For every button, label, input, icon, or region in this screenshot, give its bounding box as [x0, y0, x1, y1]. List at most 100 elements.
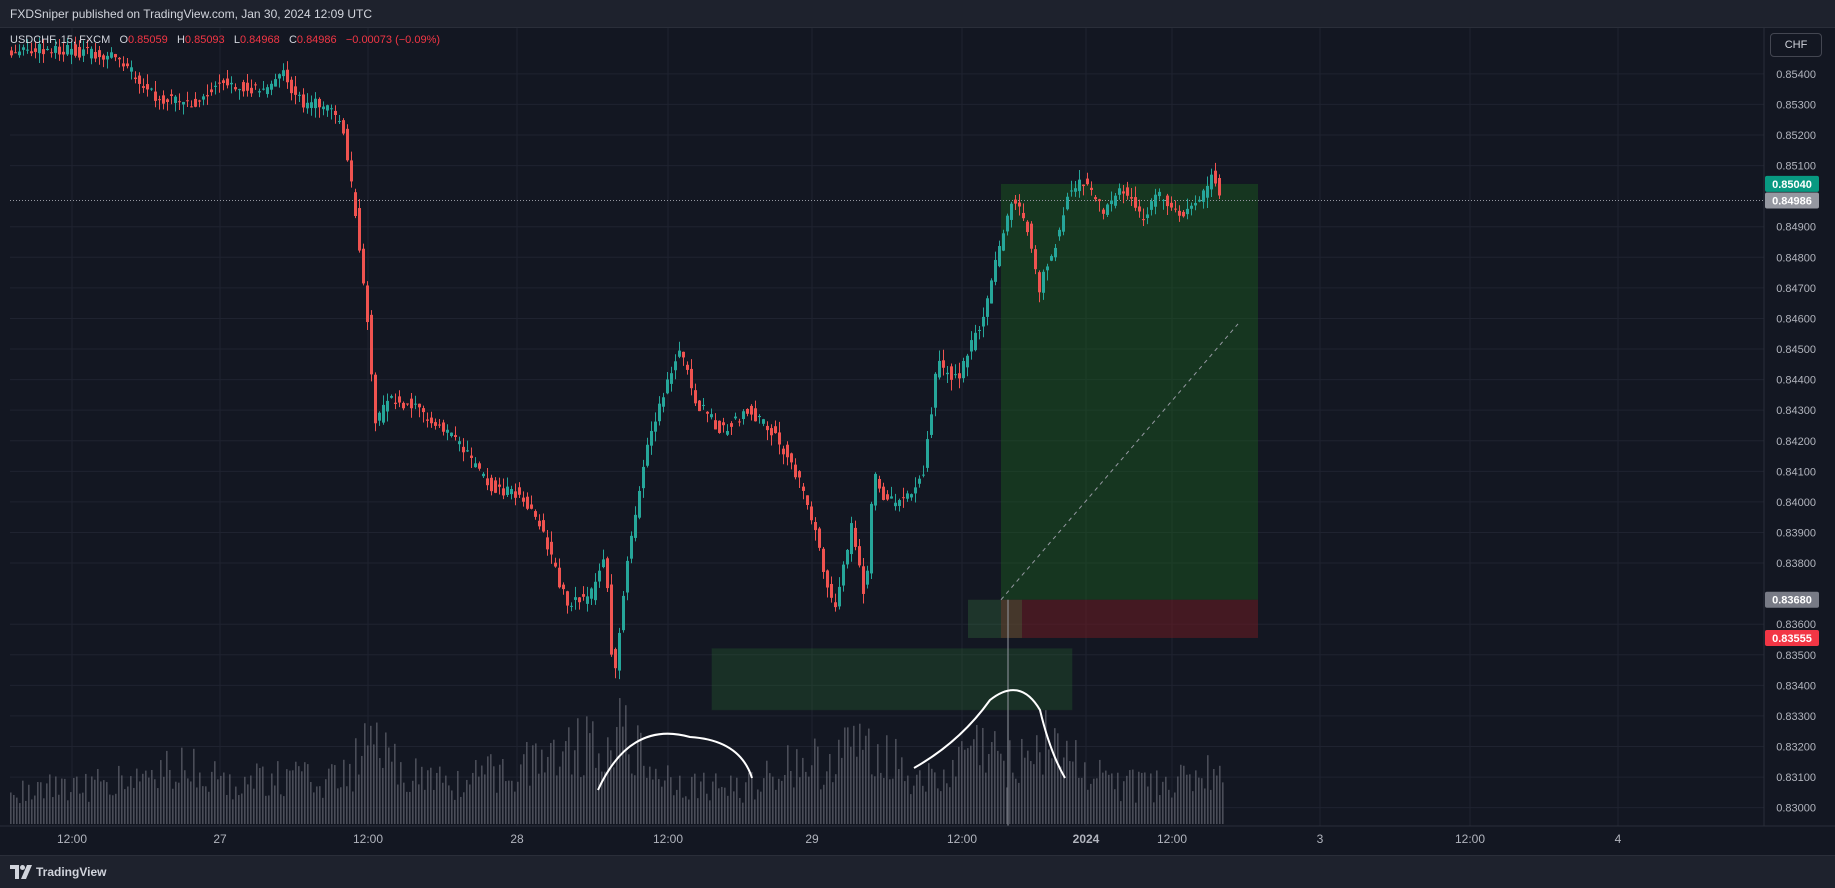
- volume-bar: [1042, 774, 1044, 824]
- candle-body: [1022, 212, 1025, 219]
- candle-body: [598, 570, 601, 582]
- candle-body: [866, 570, 869, 585]
- volume-bar: [433, 789, 435, 824]
- candle: [1010, 201, 1013, 228]
- volume-bar: [931, 768, 933, 824]
- volume-bar: [292, 770, 294, 824]
- candle: [1026, 220, 1029, 236]
- candle: [186, 91, 189, 108]
- candle-body: [662, 397, 665, 407]
- volume-bar: [244, 776, 246, 824]
- volume-bar: [1126, 775, 1128, 824]
- candle: [126, 57, 129, 69]
- brand-name: TradingView: [36, 865, 107, 879]
- candle: [582, 586, 585, 601]
- volume-bar: [286, 769, 288, 824]
- candle-body: [726, 430, 729, 435]
- volume-bar: [1162, 781, 1164, 824]
- volume-bar: [478, 776, 480, 824]
- volume-bar: [1099, 759, 1101, 824]
- price-chart[interactable]: 0.85400 0.85300 0.85200 0.85100 0.84900 0.848…: [0, 0, 1835, 855]
- volume-bar: [1030, 761, 1032, 824]
- low-label: L: [233, 34, 240, 46]
- time-axis[interactable]: 12:00 27 12:00 28 12:00 29 12:00 2024 12:00 3 12:0…: [0, 825, 1835, 846]
- candle-body: [466, 450, 469, 452]
- candle-body: [10, 50, 13, 56]
- volume-bar: [163, 776, 165, 824]
- volume-bar: [172, 788, 174, 824]
- volume-bar: [448, 785, 450, 824]
- candle: [1202, 188, 1205, 209]
- y-tick-label: 0.85200: [1776, 130, 1816, 142]
- candle: [78, 40, 81, 61]
- candle-body: [406, 403, 409, 405]
- volume-bar: [1045, 710, 1047, 824]
- candle-body: [1138, 206, 1141, 212]
- candle-body: [130, 67, 133, 72]
- candle: [286, 61, 289, 89]
- candle-body: [1034, 249, 1037, 270]
- candle-body: [666, 379, 669, 394]
- volume-bar: [610, 750, 612, 824]
- volume-bar: [481, 765, 483, 824]
- volume-bar: [361, 755, 363, 824]
- candle: [610, 574, 613, 657]
- volume-bar: [43, 798, 45, 824]
- chart-grid: [10, 28, 1764, 826]
- volume-bar: [406, 791, 408, 824]
- candle-body: [706, 411, 709, 414]
- candle: [90, 46, 93, 65]
- currency-button[interactable]: CHF: [1770, 33, 1822, 57]
- volume-bar: [64, 778, 66, 824]
- candle-body: [554, 562, 557, 567]
- volume-bar: [799, 777, 801, 824]
- volume-bar: [451, 790, 453, 824]
- candle-body: [18, 51, 21, 56]
- candle-body: [698, 400, 701, 412]
- candle: [958, 362, 961, 389]
- volume-bar: [604, 771, 606, 824]
- volume-bar: [622, 726, 624, 824]
- candle: [206, 84, 209, 105]
- volume-bar: [1129, 770, 1131, 824]
- volume-bar: [808, 776, 810, 824]
- candle: [998, 240, 1001, 268]
- volume-bar: [418, 784, 420, 824]
- candle-body: [142, 86, 145, 88]
- candle: [870, 501, 873, 580]
- candle: [58, 39, 61, 61]
- tradingview-logo[interactable]: TradingView: [10, 865, 106, 879]
- volume-bar: [124, 789, 126, 824]
- candle: [482, 472, 485, 478]
- candle: [634, 506, 637, 542]
- candle: [266, 84, 269, 98]
- candle-body: [366, 285, 369, 323]
- candle-body: [1146, 214, 1149, 219]
- candle-body: [178, 101, 181, 103]
- volume-bar: [178, 782, 180, 824]
- volume-bar: [199, 772, 201, 824]
- price-axis[interactable]: 0.85400 0.85300 0.85200 0.85100 0.84900 0.848…: [1763, 28, 1816, 826]
- candle-body: [410, 398, 413, 409]
- volume-bar: [679, 775, 681, 824]
- candle: [118, 57, 121, 68]
- volume-bar: [181, 747, 183, 824]
- candle: [150, 87, 153, 91]
- volume-bar: [904, 781, 906, 824]
- volume-bar: [1057, 733, 1059, 824]
- badge-background: [1765, 192, 1819, 209]
- candle-body: [202, 96, 205, 100]
- candle-body: [298, 94, 301, 96]
- candle: [358, 199, 361, 253]
- candle: [506, 477, 509, 497]
- volume-bar: [1036, 735, 1038, 824]
- candle-body: [1014, 199, 1017, 204]
- candle: [882, 482, 885, 501]
- volume-bar: [325, 779, 327, 824]
- candle-body: [762, 419, 765, 424]
- candle-body: [82, 49, 85, 56]
- candle-body: [610, 584, 613, 655]
- volume-bar: [496, 792, 498, 824]
- symbol-label[interactable]: USDCHF, 15, FXCM: [10, 34, 111, 46]
- demand-zone: [711, 648, 1073, 711]
